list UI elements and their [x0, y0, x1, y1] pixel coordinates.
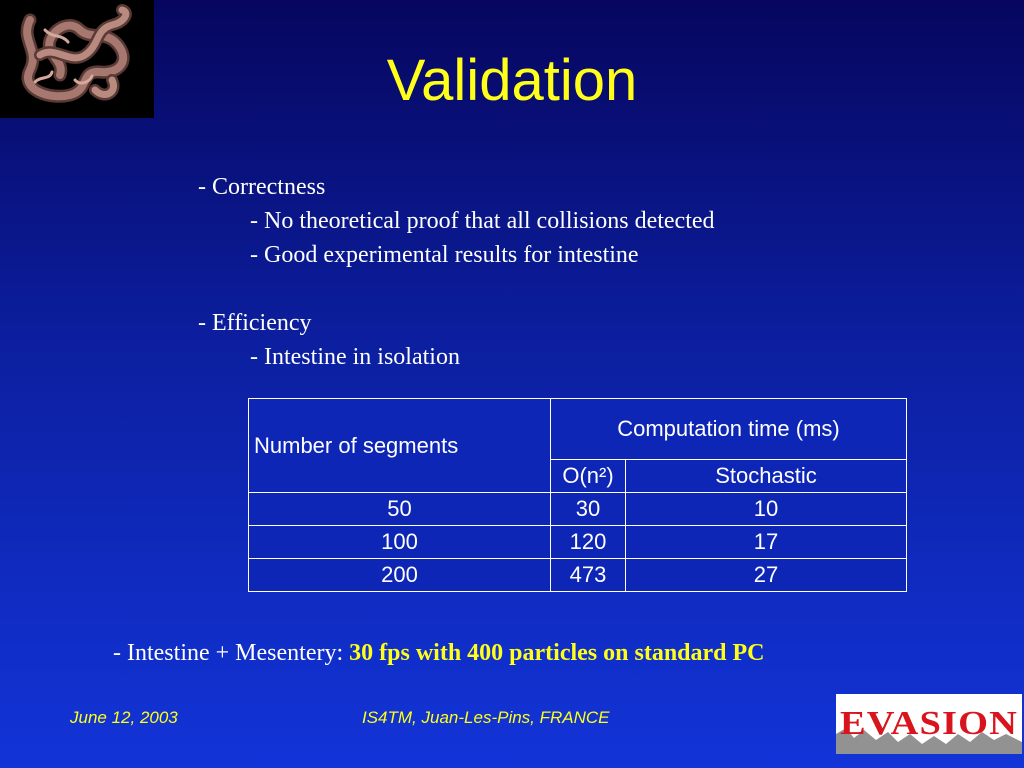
cell-segments: 50: [248, 492, 551, 526]
cell-stochastic: 17: [625, 525, 907, 559]
bullet-good-results: - Good experimental results for intestin…: [250, 242, 639, 268]
intestine-thumbnail: [0, 0, 154, 118]
header-computation-time: Computation time (ms): [550, 398, 907, 460]
table-row: 50 30 10: [248, 492, 907, 526]
bullet-spacer: [198, 272, 715, 306]
table-row: 100 120 17: [248, 525, 907, 559]
logo-text: EVASION: [840, 705, 1018, 742]
cell-stochastic: 27: [625, 558, 907, 592]
intestine-render-icon: [20, 4, 132, 103]
table-header-row: Number of segments Computation time (ms): [248, 398, 907, 493]
bullet-correctness: - Correctness: [198, 174, 326, 200]
bullet-efficiency: - Efficiency: [198, 310, 312, 336]
table-subheader-row: O(n²) Stochastic: [249, 459, 907, 493]
cell-on2: 120: [550, 525, 626, 559]
bullet-isolation: - Intestine in isolation: [250, 344, 460, 370]
cell-segments: 100: [248, 525, 551, 559]
header-on2: O(n²): [550, 459, 626, 493]
footer-date: June 12, 2003: [70, 708, 178, 727]
slide-title: Validation: [386, 48, 638, 113]
computation-time-table: Number of segments Computation time (ms)…: [248, 398, 907, 592]
cell-segments: 200: [248, 558, 551, 592]
cell-stochastic: 10: [625, 492, 907, 526]
summary-highlight: 30 fps with 400 particles on standard PC: [349, 640, 765, 666]
cell-on2: 30: [550, 492, 626, 526]
evasion-logo-graphic: EVASION: [836, 705, 1022, 754]
cell-on2: 473: [550, 558, 626, 592]
bullet-list: - Correctness - No theoretical proof tha…: [198, 170, 715, 374]
summary-line: - Intestine + Mesentery: 30 fps with 400…: [113, 640, 765, 667]
evasion-logo: EVASION: [836, 694, 1022, 754]
table-row: 200 473 27: [248, 558, 907, 592]
header-stochastic: Stochastic: [625, 459, 907, 493]
summary-prefix: - Intestine + Mesentery:: [113, 640, 350, 666]
footer-venue: IS4TM, Juan-Les-Pins, FRANCE: [362, 708, 610, 727]
bullet-no-theoretical-proof: - No theoretical proof that all collisio…: [250, 208, 715, 234]
header-number-of-segments: Number of segments: [248, 398, 551, 493]
